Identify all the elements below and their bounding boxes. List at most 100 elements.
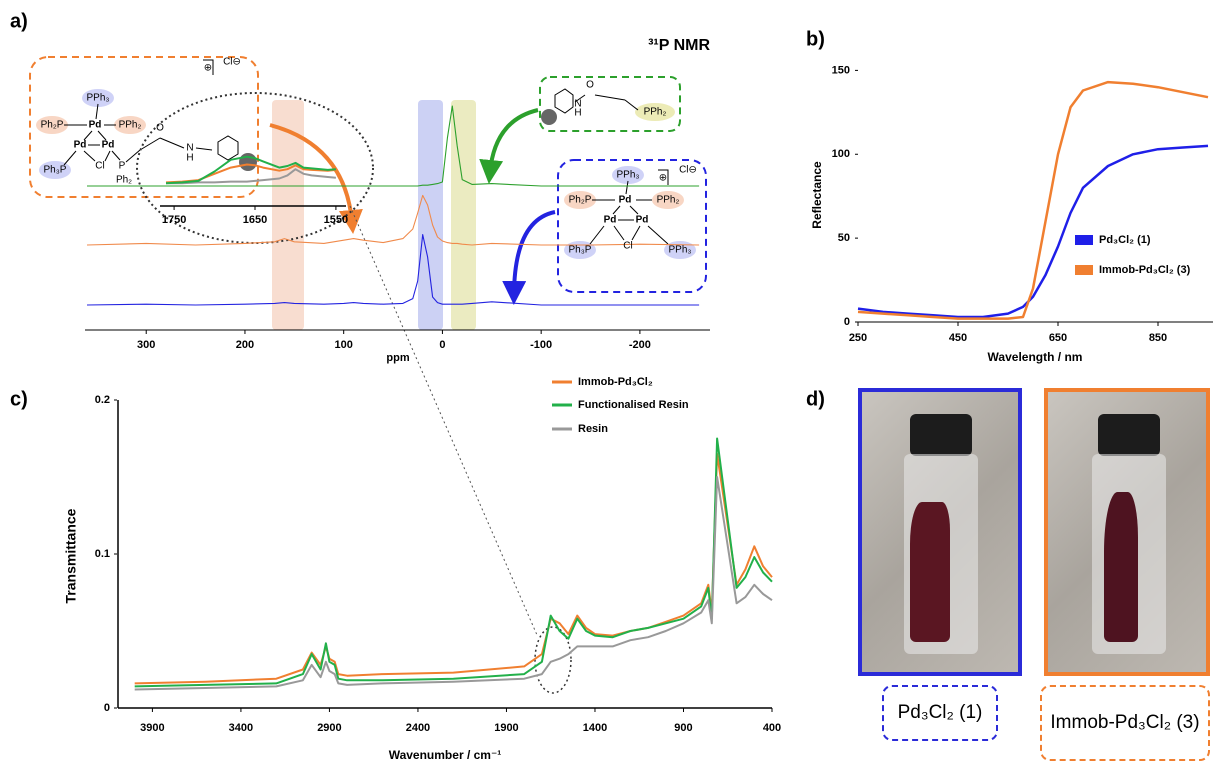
x-tick-label: 0 [439, 339, 445, 351]
ligand-highlight [664, 241, 696, 259]
arrow [479, 108, 539, 184]
aryl-ring [217, 135, 239, 161]
legend-label: Immob-Pd₃Cl₂ (3) [1099, 264, 1191, 276]
series-line [86, 234, 700, 306]
x-tick-label: -100 [530, 339, 552, 351]
bracket [203, 59, 214, 75]
photo-caption: Pd₃Cl₂ (1) [882, 685, 998, 741]
ligand-highlight [114, 116, 146, 134]
atom-label: O [156, 123, 164, 134]
x-tick-label: 2400 [406, 722, 430, 734]
zoom-connector [349, 205, 538, 636]
series-line [857, 80, 1209, 320]
x-axis-label: Wavelength / nm [988, 350, 1083, 364]
photo-caption: Immob-Pd₃Cl₂ (3) [1040, 685, 1210, 761]
x-axis-label: ppm [386, 352, 409, 364]
y-tick-label: 0 [104, 702, 110, 714]
x-tick-label: 300 [137, 339, 155, 351]
atom-label: H [574, 108, 581, 119]
atom-label: PPh₃ [617, 170, 640, 181]
x-tick-label: 1900 [494, 722, 518, 734]
legend-swatch [552, 403, 572, 407]
inset-ellipse [136, 92, 374, 244]
x-tick-label: 3400 [229, 722, 253, 734]
series-line [134, 476, 773, 691]
atom-label: Cl [95, 161, 104, 172]
ligand-highlight [39, 161, 71, 179]
photo [858, 388, 1022, 676]
atom-label: Pd [89, 120, 102, 131]
atom-label: Ph₂P [41, 120, 64, 131]
x-tick-label: 200 [236, 339, 254, 351]
ligand-highlight [652, 191, 684, 209]
atom-label: ⊕ [204, 63, 212, 74]
series-line [86, 194, 700, 246]
atom-label: O [586, 80, 594, 91]
photo [1044, 388, 1210, 676]
aryl-ring [554, 88, 574, 114]
x-tick-label: 1400 [583, 722, 607, 734]
arrow [502, 210, 556, 305]
ligand-highlight [612, 166, 644, 184]
legend-swatch [552, 427, 572, 431]
arrow [269, 123, 363, 234]
series-line [134, 452, 773, 685]
x-tick-label: 900 [674, 722, 692, 734]
y-tick-label: 50 [838, 232, 850, 244]
atom-label: Cl⊖ [679, 165, 697, 176]
x-tick-label: 1550 [324, 214, 348, 226]
legend-label: Functionalised Resin [578, 399, 689, 411]
x-tick-label: 650 [1049, 332, 1067, 344]
chart-title: ³¹P NMR [648, 37, 710, 54]
legend-swatch [552, 380, 572, 384]
legend-label: Pd₃Cl₂ (1) [1099, 234, 1151, 246]
series-line [165, 155, 336, 185]
atom-label: PPh₂ [644, 107, 667, 118]
atom-label: Ph₃P [44, 165, 67, 176]
atom-label: PPh₂ [657, 195, 680, 206]
atom-label: P [119, 161, 126, 172]
x-tick-label: 1750 [162, 214, 186, 226]
x-tick-label: 400 [763, 722, 781, 734]
legend-label: Immob-Pd₃Cl₂ [578, 376, 653, 388]
atom-label: Cl⊖ [223, 57, 241, 68]
atom-label: Pd [604, 215, 617, 226]
atom-label: PPh₃ [669, 245, 692, 256]
x-tick-label: 450 [949, 332, 967, 344]
atom-label: N [186, 143, 193, 154]
x-tick-label: 250 [849, 332, 867, 344]
series-line [87, 105, 700, 187]
atom-label: PPh₃ [87, 93, 110, 104]
y-tick-label: 100 [832, 148, 850, 160]
x-axis-label: Wavenumber / cm⁻¹ [389, 748, 502, 762]
legend-swatch [1075, 265, 1093, 275]
panel-label: a) [10, 10, 28, 32]
bonds [63, 94, 669, 245]
atom-label: Ph₂P [569, 195, 592, 206]
y-axis-label: Transmittance [63, 508, 79, 603]
series-line [857, 144, 1209, 319]
atom-label: N [574, 99, 581, 110]
y-axis-label: Reflectance [810, 161, 824, 229]
panel-label: b) [806, 28, 825, 50]
legend-swatch [1075, 235, 1093, 245]
y-tick-label: 0.1 [95, 548, 110, 560]
ligand-highlight [36, 116, 68, 134]
resin-bead [541, 109, 557, 125]
ligand-highlight [82, 89, 114, 107]
x-tick-label: 1650 [243, 214, 267, 226]
legend-label: Resin [578, 423, 608, 435]
atom-label: Pd [102, 140, 115, 151]
ligand-highlight [635, 103, 675, 121]
x-tick-label: -200 [629, 339, 651, 351]
atom-label: Pd [636, 215, 649, 226]
y-tick-label: 150 [832, 64, 850, 76]
series-line [134, 437, 773, 688]
x-tick-label: 2900 [317, 722, 341, 734]
highlight-band [272, 100, 304, 330]
atom-label: H [186, 153, 193, 164]
x-tick-label: 100 [335, 339, 353, 351]
ligand-highlight [564, 191, 596, 209]
